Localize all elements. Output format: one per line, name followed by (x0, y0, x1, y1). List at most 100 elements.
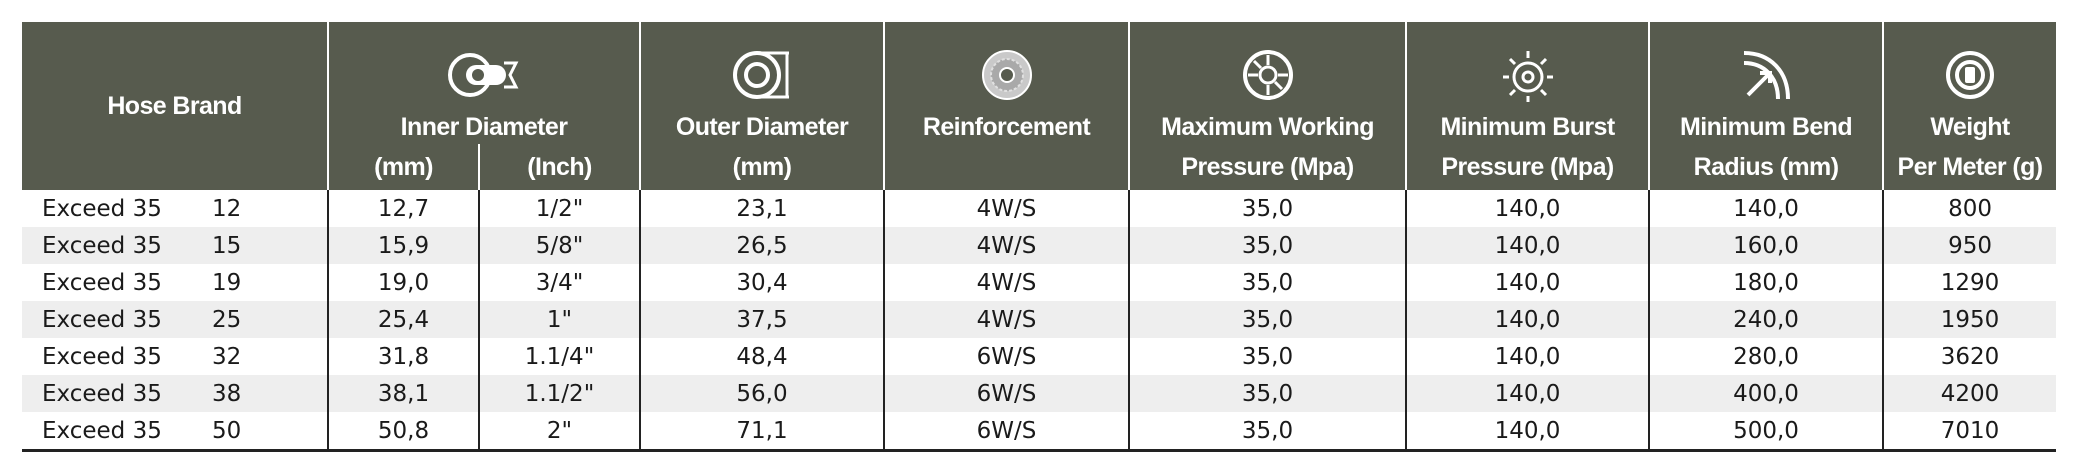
cell-brand: Exceed 35 (22, 301, 212, 338)
cell-inner-inch: 1" (477, 301, 641, 338)
cell-max-working: 35,0 (1128, 264, 1407, 301)
cell-outer-mm: 56,0 (639, 375, 885, 412)
cell-reinforcement: 6W/S (883, 412, 1130, 452)
cell-brand: Exceed 35 (22, 190, 212, 227)
cell-reinforcement: 4W/S (883, 264, 1130, 301)
cell-min-burst: 140,0 (1405, 375, 1650, 412)
header-reinforcement-label: Reinforcement (922, 113, 1091, 141)
cell-reinforcement: 4W/S (883, 190, 1130, 227)
header-min-burst-line1: Minimum Burst (1440, 113, 1615, 141)
bend-radius-icon (1650, 47, 1882, 103)
table-row: Exceed 35 19 19,0 3/4" 30,4 4W/S 35,0 14… (22, 264, 2057, 301)
cell-inner-mm: 25,4 (327, 301, 479, 338)
cell-reinforcement: 6W/S (883, 375, 1130, 412)
cell-outer-mm: 48,4 (639, 338, 885, 375)
header-min-bend-radius: Minimum Bend Radius (mm) (1648, 22, 1884, 190)
table-row: Exceed 35 15 15,9 5/8" 26,5 4W/S 35,0 14… (22, 227, 2057, 264)
header-min-bend-line1: Minimum Bend (1680, 113, 1853, 141)
cell-brand: Exceed 35 (22, 412, 212, 452)
header-hose-brand-label: Hose Brand (107, 91, 242, 120)
cell-inner-inch: 2" (477, 412, 641, 452)
cell-brand: Exceed 35 (22, 227, 212, 264)
header-weight: Weight Per Meter (g) (1882, 22, 2057, 190)
cell-min-bend: 400,0 (1648, 375, 1884, 412)
cell-weight: 1950 (1882, 301, 2057, 338)
cell-inner-mm: 12,7 (327, 190, 479, 227)
cell-weight: 3620 (1882, 338, 2057, 375)
cell-size: 15 (212, 227, 328, 264)
cell-weight: 7010 (1882, 412, 2057, 452)
cell-inner-inch: 5/8" (477, 227, 641, 264)
cell-min-burst: 140,0 (1405, 264, 1650, 301)
cell-size: 32 (212, 338, 328, 375)
cell-inner-inch: 1.1/2" (477, 375, 641, 412)
table-row: Exceed 35 32 31,8 1.1/4" 48,4 6W/S 35,0 … (22, 338, 2057, 375)
burst-pressure-icon (1407, 47, 1648, 103)
cell-outer-mm: 23,1 (639, 190, 885, 227)
cell-min-bend: 180,0 (1648, 264, 1884, 301)
header-inner-mm: (mm) (327, 144, 479, 190)
cell-min-burst: 140,0 (1405, 338, 1650, 375)
cell-max-working: 35,0 (1128, 227, 1407, 264)
header-min-burst-pressure: Minimum Burst Pressure (Mpa) (1405, 22, 1650, 190)
header-inner-inch: (Inch) (477, 144, 641, 190)
header-outer-diameter-label: Outer Diameter (675, 113, 849, 141)
cell-min-burst: 140,0 (1405, 301, 1650, 338)
cell-weight: 1290 (1882, 264, 2057, 301)
cell-outer-mm: 26,5 (639, 227, 885, 264)
cell-min-bend: 240,0 (1648, 301, 1884, 338)
cell-inner-inch: 3/4" (477, 264, 641, 301)
table-row: Exceed 35 25 25,4 1" 37,5 4W/S 35,0 140,… (22, 301, 2057, 338)
cell-weight: 4200 (1882, 375, 2057, 412)
cell-outer-mm: 37,5 (639, 301, 885, 338)
cell-reinforcement: 4W/S (883, 227, 1130, 264)
cell-inner-mm: 19,0 (327, 264, 479, 301)
cell-min-burst: 140,0 (1405, 227, 1650, 264)
pressure-gauge-icon (1130, 47, 1405, 103)
header-min-burst-line2: Pressure (Mpa) (1441, 153, 1614, 181)
header-hose-brand: Hose Brand (22, 22, 328, 190)
header-weight-line1: Weight (1930, 113, 2010, 141)
header-inner-diameter-label: Inner Diameter (400, 113, 568, 141)
table-row: Exceed 35 12 12,7 1/2" 23,1 4W/S 35,0 14… (22, 190, 2057, 227)
cell-inner-mm: 31,8 (327, 338, 479, 375)
header-weight-line2: Per Meter (g) (1897, 153, 2044, 181)
header-max-working-line1: Maximum Working (1161, 113, 1374, 141)
cell-min-burst: 140,0 (1405, 190, 1650, 227)
header-inner-diameter: Inner Diameter (326, 22, 641, 144)
cell-inner-inch: 1/2" (477, 190, 641, 227)
cell-min-bend: 280,0 (1648, 338, 1884, 375)
cell-max-working: 35,0 (1128, 301, 1407, 338)
cell-outer-mm: 30,4 (639, 264, 885, 301)
cell-size: 12 (212, 190, 328, 227)
cell-reinforcement: 6W/S (883, 338, 1130, 375)
cell-outer-mm: 71,1 (639, 412, 885, 452)
header-outer-mm: (mm) (639, 144, 885, 190)
cell-max-working: 35,0 (1128, 412, 1407, 452)
table-row: Exceed 35 38 38,1 1.1/2" 56,0 6W/S 35,0 … (22, 375, 2057, 412)
cell-min-burst: 140,0 (1405, 412, 1650, 452)
cell-inner-mm: 15,9 (327, 227, 479, 264)
cell-brand: Exceed 35 (22, 338, 212, 375)
cell-inner-mm: 38,1 (327, 375, 479, 412)
header-reinforcement: Reinforcement (883, 22, 1130, 190)
weight-icon (1884, 47, 2056, 103)
cell-inner-inch: 1.1/4" (477, 338, 641, 375)
table-row: Exceed 35 50 50,8 2" 71,1 6W/S 35,0 140,… (22, 412, 2057, 452)
reinforcement-icon (885, 47, 1128, 103)
cell-brand: Exceed 35 (22, 375, 212, 412)
header-outer-diameter: Outer Diameter (639, 22, 885, 144)
cell-size: 38 (212, 375, 328, 412)
hose-spec-table-container: Hose Brand Inner Diameter (22, 22, 2057, 452)
cell-size: 19 (212, 264, 328, 301)
cell-min-bend: 500,0 (1648, 412, 1884, 452)
header-max-working-pressure: Maximum Working Pressure (Mpa) (1128, 22, 1407, 190)
header-max-working-line2: Pressure (Mpa) (1181, 153, 1354, 181)
outer-diameter-icon (641, 47, 883, 103)
cell-weight: 800 (1882, 190, 2057, 227)
cell-max-working: 35,0 (1128, 338, 1407, 375)
cell-max-working: 35,0 (1128, 375, 1407, 412)
inner-diameter-icon (329, 47, 639, 103)
cell-weight: 950 (1882, 227, 2057, 264)
cell-brand: Exceed 35 (22, 264, 212, 301)
